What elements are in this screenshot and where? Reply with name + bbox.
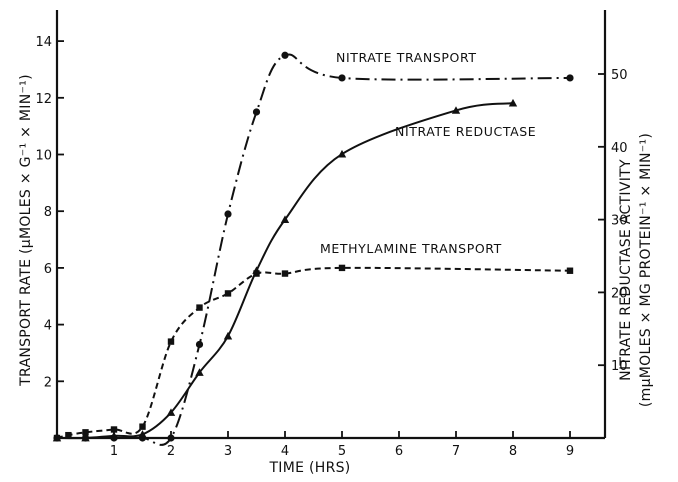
- y-right-tick-label: 50: [611, 68, 628, 83]
- x-tick-label: 1: [110, 444, 118, 459]
- data-point-nitrate-reductase: [138, 430, 147, 438]
- y-left-tick-label: 10: [35, 149, 52, 164]
- data-point-nitrate-reductase: [280, 215, 290, 223]
- data-point-nitrate-transport: [167, 434, 175, 442]
- data-point-nitrate-reductase: [223, 331, 233, 340]
- y-right-tick-label: 10: [611, 359, 628, 374]
- data-point-methylamine-transport: [167, 338, 175, 345]
- data-point-nitrate-reductase: [109, 431, 119, 440]
- y-left-tick-label: 14: [35, 35, 52, 50]
- data-point-nitrate-transport: [252, 108, 261, 116]
- data-point-nitrate-reductase: [337, 149, 347, 158]
- data-point-methylamine-transport: [566, 267, 574, 274]
- data-point-nitrate-transport: [195, 340, 204, 349]
- x-tick-label: 7: [452, 444, 460, 459]
- data-point-nitrate-reductase: [195, 368, 204, 376]
- annotation-methylamine-transport: METHYLAMINE TRANSPORT: [320, 241, 502, 256]
- data-point-nitrate-reductase: [166, 408, 176, 416]
- data-point-nitrate-transport: [224, 210, 232, 218]
- data-point-methylamine-transport: [65, 431, 72, 439]
- data-point-nitrate-reductase: [508, 98, 518, 107]
- data-point-methylamine-transport: [82, 429, 89, 436]
- y-right-axis-sublabel: (mμMOLES × MG PROTEIN⁻¹ × MIN⁻¹): [638, 133, 654, 407]
- data-point-methylamine-transport: [110, 426, 118, 433]
- data-point-methylamine-transport: [253, 270, 260, 277]
- series-line-methylamine-transport: [56, 266, 571, 439]
- y-right-tick-label: 30: [611, 214, 628, 229]
- data-point-methylamine-transport: [281, 270, 289, 277]
- axes: [55, 10, 607, 440]
- y-left-tick-label: 8: [44, 205, 52, 220]
- data-point-methylamine-transport: [196, 304, 203, 311]
- annotation-nitrate-reductase: NITRATE REDUCTASE: [395, 124, 536, 139]
- y-right-axis-label: NITRATE REDUCTASE ACTIVITY: [618, 159, 634, 381]
- data-point-nitrate-transport: [281, 51, 289, 59]
- x-axis-label: TIME (HRS): [268, 460, 350, 476]
- data-point-methylamine-transport: [338, 264, 346, 272]
- x-tick-label: 8: [509, 444, 517, 459]
- x-tick-label: 6: [395, 444, 403, 459]
- y-left-tick-label: 12: [35, 92, 52, 107]
- y-right-tick-label: 40: [611, 141, 628, 156]
- data-point-nitrate-transport: [338, 74, 346, 82]
- x-tick-label: 2: [167, 444, 175, 459]
- x-tick-label: 3: [224, 444, 232, 459]
- y-left-tick-label: 6: [44, 262, 52, 277]
- data-point-nitrate-reductase: [451, 106, 461, 114]
- data-point-methylamine-transport: [139, 423, 146, 430]
- x-tick-label: 4: [281, 444, 289, 459]
- x-tick-label: 9: [566, 444, 574, 459]
- data-point-nitrate-transport: [566, 74, 574, 82]
- y-left-tick-label: 4: [44, 319, 52, 334]
- y-left-axis-label: TRANSPORT RATE (μMOLES × G⁻¹ × MIN⁻¹): [18, 74, 34, 387]
- y-left-tick-label: 2: [44, 375, 52, 390]
- x-tick-label: 5: [338, 444, 346, 459]
- series-markers: [52, 51, 574, 442]
- annotation-nitrate-transport: NITRATE TRANSPORT: [336, 50, 477, 65]
- y-right-tick-label: 20: [611, 286, 628, 301]
- data-point-nitrate-reductase: [81, 433, 90, 442]
- data-point-methylamine-transport: [53, 434, 61, 442]
- data-point-methylamine-transport: [224, 290, 232, 297]
